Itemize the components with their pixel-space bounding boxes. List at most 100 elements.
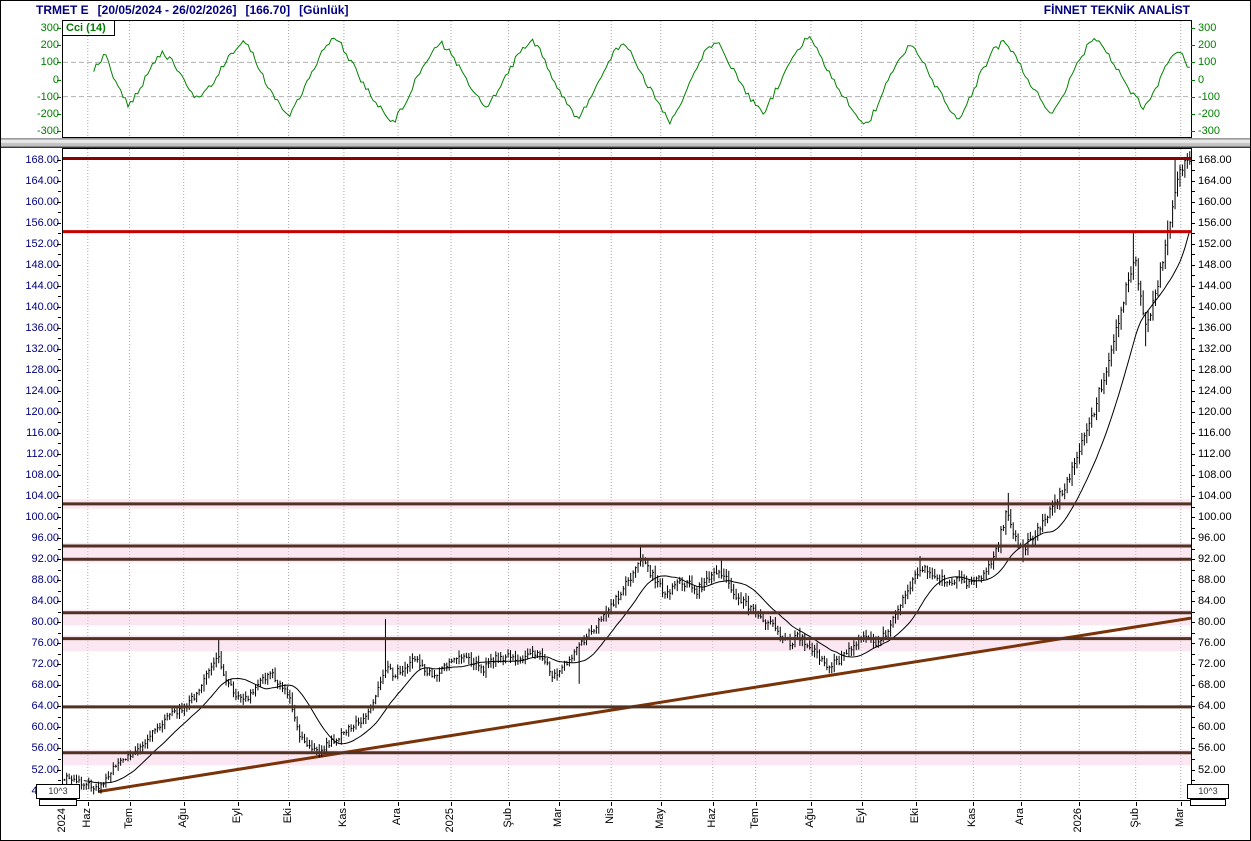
x-axis-label: 2024 bbox=[56, 808, 68, 833]
y-axis-label: 144.00 bbox=[1198, 280, 1232, 292]
y-axis-tick bbox=[1191, 601, 1195, 602]
y-axis-minor-tick bbox=[1192, 170, 1195, 171]
x-axis-label: Tem bbox=[749, 808, 761, 829]
y-axis-label: 0 bbox=[1198, 74, 1205, 86]
right-axis-labels: 300 200 100 0 -100 -200 -300 168.00 164.00 160.00… bbox=[1198, 1, 1250, 840]
y-axis-label: 88.00 bbox=[31, 574, 59, 586]
x-axis-label: Şub bbox=[502, 808, 514, 828]
y-axis-minor-tick bbox=[1192, 654, 1195, 655]
x-axis-label: Ara bbox=[1014, 808, 1026, 826]
y-axis-tick bbox=[57, 748, 61, 749]
y-axis-label: 88.00 bbox=[1198, 574, 1226, 586]
scale-multiplier-right: 10^3 bbox=[1187, 784, 1229, 799]
y-axis-minor-tick bbox=[58, 675, 61, 676]
x-axis-label: Mar bbox=[1174, 808, 1186, 827]
y-axis-minor-tick bbox=[1192, 780, 1195, 781]
y-axis-minor-tick bbox=[1192, 465, 1195, 466]
y-axis-label: -200 bbox=[36, 108, 59, 120]
y-axis-minor-tick bbox=[58, 170, 61, 171]
y-axis-minor-tick bbox=[58, 422, 61, 423]
y-axis-label: 144.00 bbox=[25, 280, 59, 292]
y-axis-tick bbox=[1191, 517, 1195, 518]
moving-average-line bbox=[83, 230, 1191, 784]
y-axis-minor-tick bbox=[58, 212, 61, 213]
y-axis-minor-tick bbox=[58, 338, 61, 339]
y-axis-label: 152.00 bbox=[1198, 238, 1232, 250]
y-axis-minor-tick bbox=[58, 359, 61, 360]
y-axis-tick bbox=[57, 131, 61, 132]
y-axis-tick bbox=[57, 223, 61, 224]
y-axis-tick bbox=[1191, 727, 1195, 728]
chart-title: TRMET E [20/05/2024 - 26/02/2026] [166.70]… bbox=[36, 3, 357, 17]
symbol-name: TRMET E bbox=[36, 3, 89, 17]
y-axis-label: 116.00 bbox=[26, 427, 59, 439]
x-axis-tick bbox=[713, 802, 714, 806]
price-ohlc-bars bbox=[63, 151, 1191, 795]
x-axis-label: Ağu bbox=[177, 808, 189, 828]
y-axis-tick bbox=[1191, 349, 1195, 350]
y-axis-label: 64.00 bbox=[31, 700, 59, 712]
x-axis-label: Eki bbox=[909, 808, 921, 824]
y-axis-label: 80.00 bbox=[31, 616, 59, 628]
y-axis-tick bbox=[57, 412, 61, 413]
left-axis-labels: 300 200 100 0 -100 -200 -300 168.00 164.00 160.00… bbox=[1, 1, 59, 840]
y-axis-tick bbox=[1191, 391, 1195, 392]
x-axis-tick bbox=[811, 802, 812, 806]
y-axis-tick bbox=[57, 643, 61, 644]
y-axis-label: 140.00 bbox=[1198, 301, 1232, 313]
cci-indicator-label: Cci (14) bbox=[63, 21, 115, 36]
trendline[interactable] bbox=[97, 616, 1191, 794]
y-axis-label: 124.00 bbox=[1198, 385, 1232, 397]
x-axis-label: Nis bbox=[604, 808, 616, 824]
y-axis-minor-tick bbox=[58, 528, 61, 529]
y-axis-label: 160.00 bbox=[1198, 196, 1232, 208]
support-zone-band bbox=[63, 542, 1191, 563]
y-axis-tick bbox=[57, 181, 61, 182]
y-axis-tick bbox=[57, 580, 61, 581]
y-axis-label: 300 bbox=[40, 22, 59, 34]
y-axis-label: 84.00 bbox=[1198, 595, 1226, 607]
y-axis-label: 120.00 bbox=[25, 406, 59, 418]
x-axis-tick bbox=[184, 802, 185, 806]
y-axis-tick bbox=[1191, 45, 1195, 46]
panel-divider[interactable] bbox=[1, 138, 1250, 148]
y-axis-minor-tick bbox=[1192, 675, 1195, 676]
x-axis-label: 2026 bbox=[1072, 808, 1084, 833]
y-axis-minor-tick bbox=[1192, 633, 1195, 634]
y-axis-minor-tick bbox=[58, 443, 61, 444]
cci-indicator-panel[interactable] bbox=[62, 20, 1192, 138]
y-axis-tick bbox=[1191, 454, 1195, 455]
y-axis-label: 52.00 bbox=[1198, 764, 1226, 776]
y-axis-tick bbox=[57, 517, 61, 518]
y-axis-label: 96.00 bbox=[1198, 532, 1226, 544]
x-axis-tick bbox=[973, 802, 974, 806]
x-axis-tick bbox=[344, 802, 345, 806]
y-axis-minor-tick bbox=[58, 696, 61, 697]
y-axis-minor-tick bbox=[58, 233, 61, 234]
y-axis-minor-tick bbox=[58, 591, 61, 592]
y-axis-minor-tick bbox=[1192, 233, 1195, 234]
x-axis-tick bbox=[88, 802, 89, 806]
y-axis-label: 168.00 bbox=[25, 154, 59, 166]
y-axis-minor-tick bbox=[58, 654, 61, 655]
x-axis-label: Ara bbox=[391, 808, 403, 826]
x-axis-label: Haz bbox=[81, 808, 93, 828]
period-label: [Günlük] bbox=[299, 3, 349, 17]
y-axis-label: 140.00 bbox=[25, 301, 59, 313]
y-axis-tick bbox=[1191, 706, 1195, 707]
price-chart-panel[interactable] bbox=[62, 148, 1192, 801]
y-axis-tick bbox=[57, 307, 61, 308]
x-axis-tick bbox=[1136, 802, 1137, 806]
y-axis-tick bbox=[57, 349, 61, 350]
cci-line bbox=[93, 35, 1190, 126]
y-axis-tick bbox=[1191, 580, 1195, 581]
y-axis-minor-tick bbox=[1192, 507, 1195, 508]
y-axis-label: 68.00 bbox=[1198, 679, 1226, 691]
x-axis-tick bbox=[130, 802, 131, 806]
y-axis-label: 96.00 bbox=[31, 532, 59, 544]
y-axis-tick bbox=[1191, 286, 1195, 287]
y-axis-tick bbox=[1191, 643, 1195, 644]
app-brand: FİNNET TEKNİK ANALİST bbox=[1043, 3, 1190, 17]
y-axis-label: 132.00 bbox=[25, 343, 59, 355]
